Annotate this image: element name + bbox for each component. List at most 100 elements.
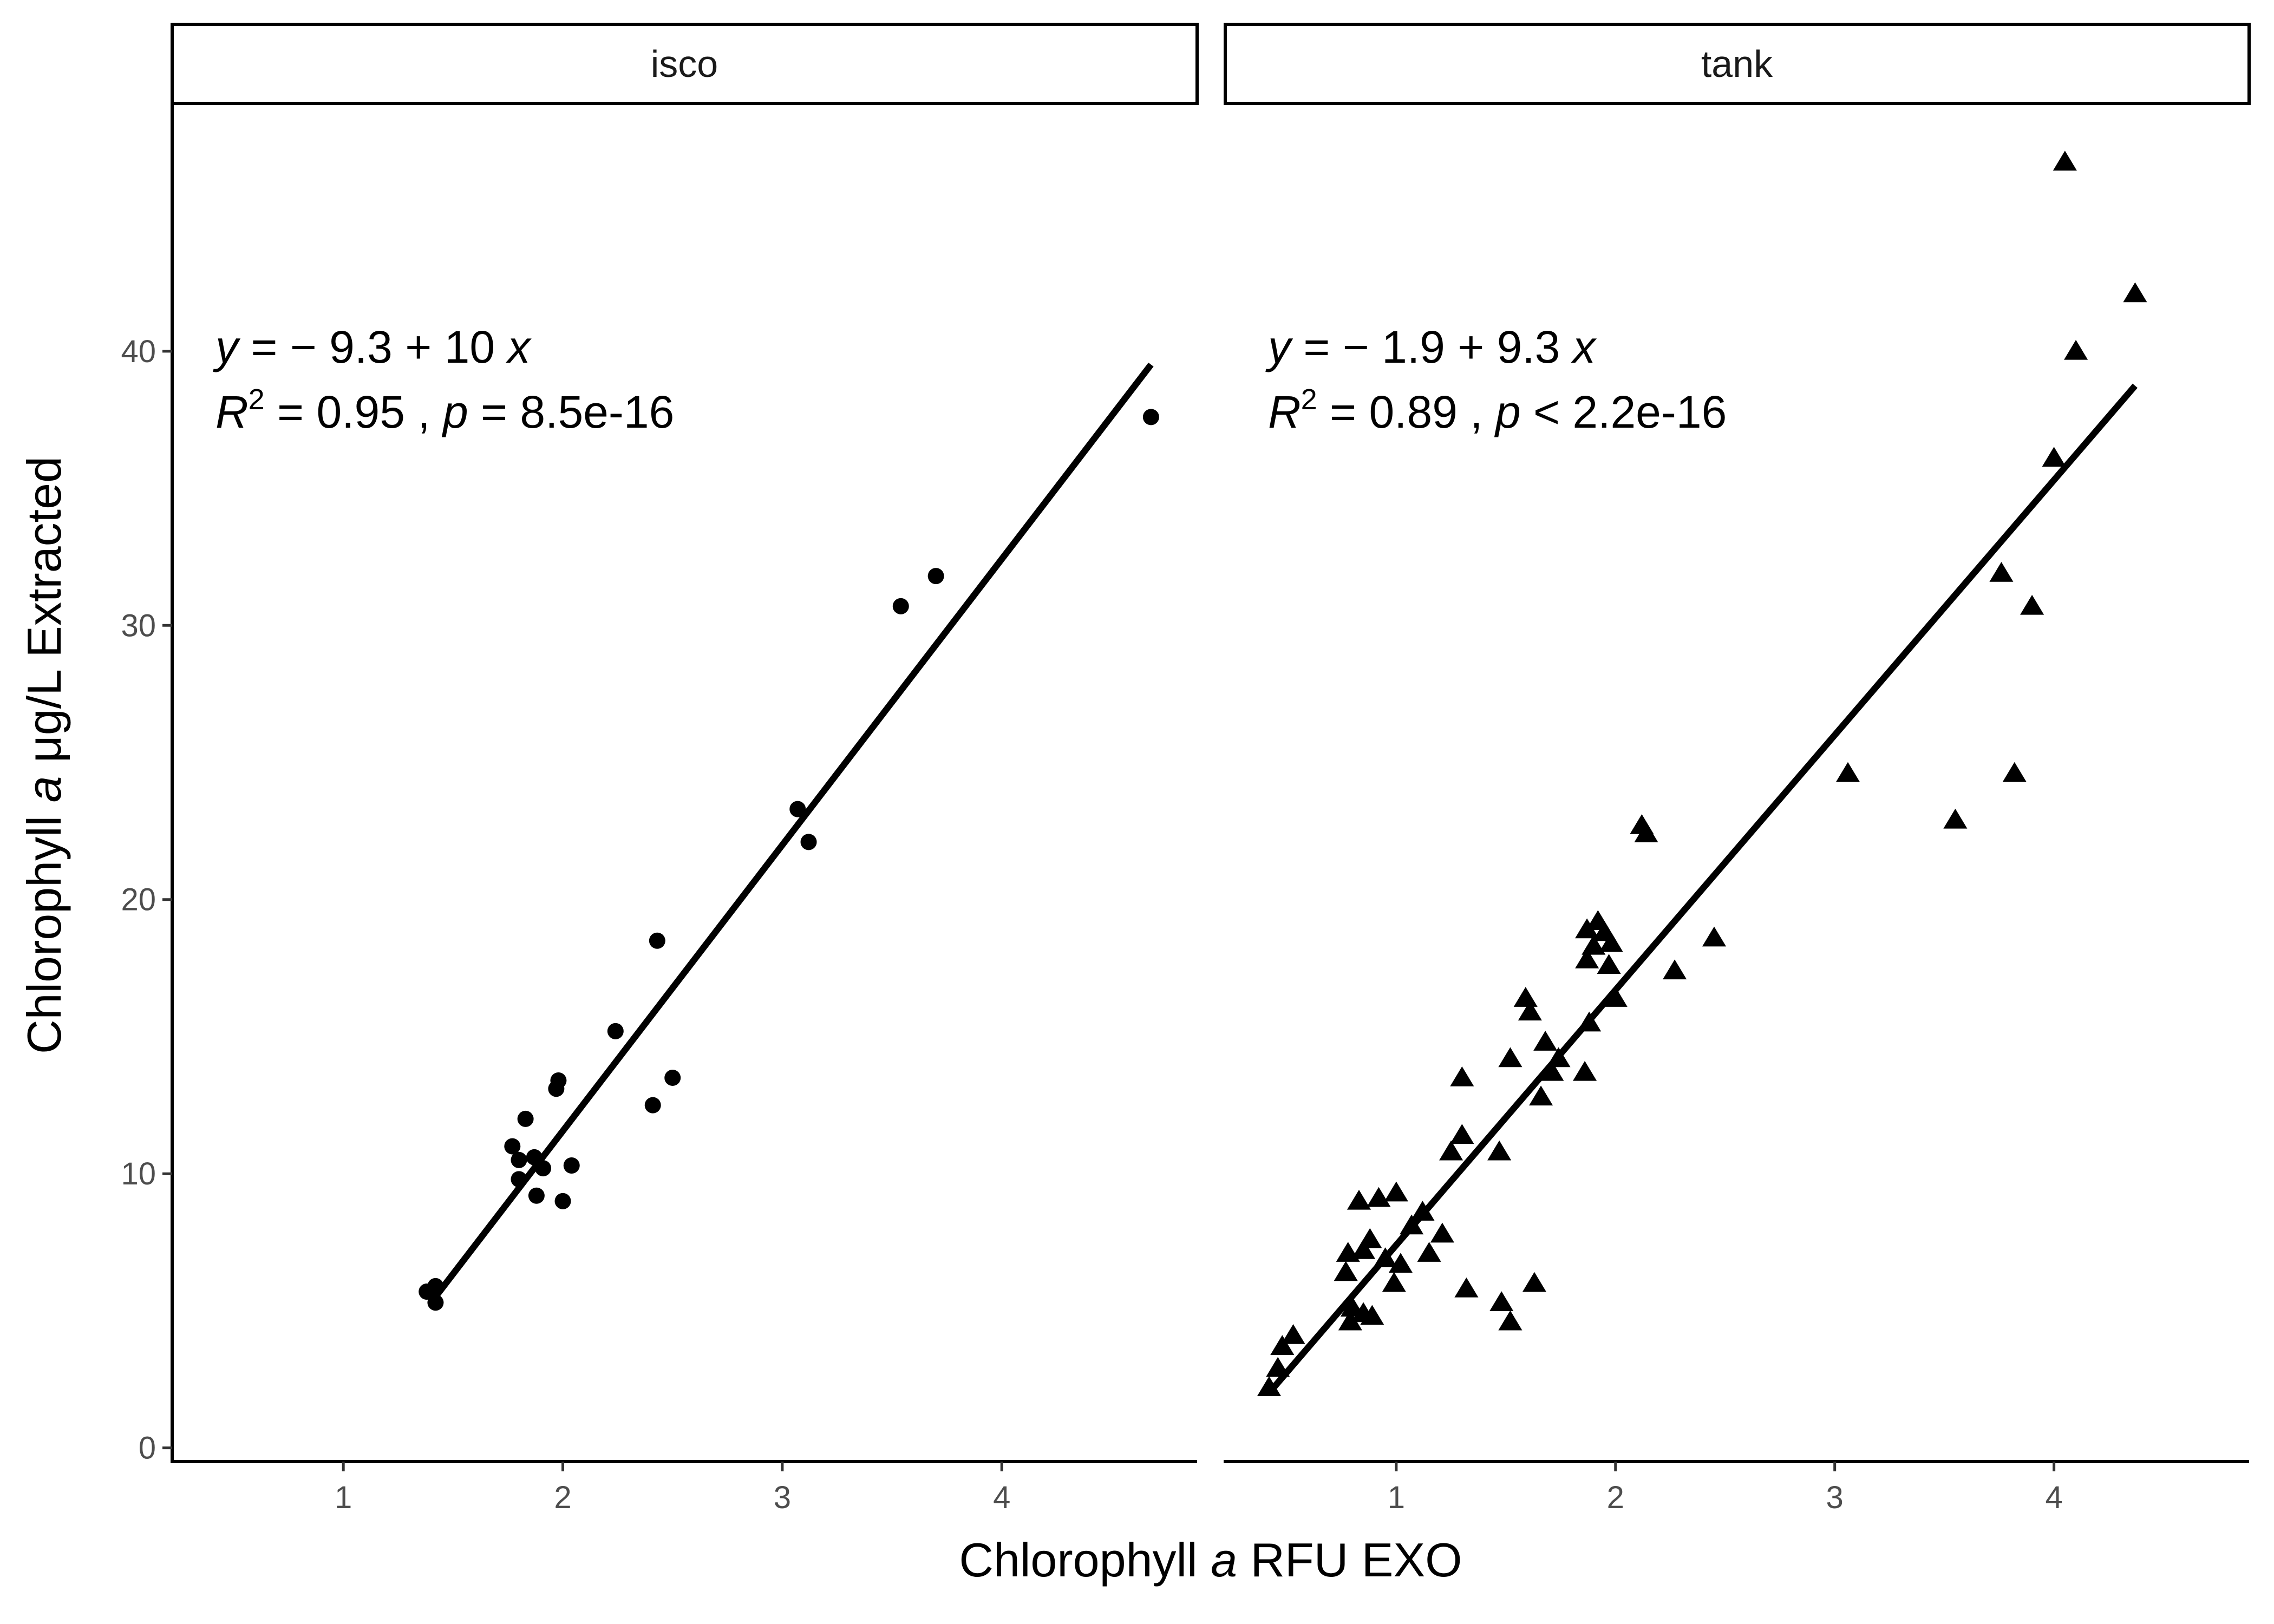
data-point: [528, 1187, 545, 1204]
data-point: [644, 1097, 661, 1114]
strip-box: [1224, 23, 2251, 105]
regression-stats: R2 = 0.89 , p < 2.2e-16: [1268, 383, 1727, 437]
data-point: [550, 1072, 567, 1089]
data-point: [1582, 934, 1606, 955]
y-tick-label: 10: [121, 1156, 156, 1191]
data-points: [419, 409, 1159, 1311]
data-point: [1360, 1305, 1384, 1325]
data-point: [1597, 954, 1621, 974]
data-point: [1575, 918, 1599, 939]
data-point: [535, 1160, 552, 1177]
data-point: [2053, 150, 2077, 171]
data-point: [1702, 926, 1727, 947]
data-point: [1257, 1376, 1282, 1397]
data-point: [607, 1023, 624, 1039]
data-point: [1518, 1000, 1542, 1021]
data-point: [1388, 1253, 1413, 1273]
data-point: [1513, 987, 1538, 1007]
data-point: [1400, 1214, 1424, 1235]
data-point: [2042, 447, 2066, 467]
x-tick-label: 2: [1607, 1480, 1624, 1515]
data-point: [1266, 1357, 1290, 1377]
data-point: [1410, 1201, 1435, 1221]
strip-box: [171, 23, 1199, 105]
x-tick-label: 4: [2045, 1480, 2062, 1515]
x-tick-label: 2: [554, 1480, 571, 1515]
data-point: [1351, 1239, 1376, 1259]
data-point: [1450, 1124, 1474, 1144]
strip-label: isco: [651, 43, 718, 85]
data-point: [1603, 987, 1628, 1007]
regression-stats: R2 = 0.95 , p = 8.5e-16: [215, 383, 674, 437]
data-point: [1663, 959, 1687, 980]
data-point: [1373, 1247, 1397, 1267]
strip-tank: tank: [1224, 23, 2251, 105]
x-tick-label: 4: [993, 1480, 1010, 1515]
y-tick-label: 0: [139, 1431, 156, 1466]
y-tick-label: 30: [121, 608, 156, 643]
data-point: [1522, 1272, 1546, 1292]
data-point: [511, 1171, 527, 1188]
data-point: [427, 1278, 444, 1294]
panel-axes: 1 2 3 4: [171, 1460, 1197, 1515]
regression-equation: y = − 9.3 + 10 x: [213, 322, 532, 372]
data-point: [554, 1193, 571, 1209]
data-point: [1575, 948, 1599, 968]
data-point: [563, 1157, 580, 1174]
data-point: [1270, 1335, 1295, 1355]
panel-tank: tank 1 2 3 4 y = − 1.9 + 9.3 x R2 = 0.89 , …: [1224, 23, 2251, 1515]
data-point: [892, 598, 909, 614]
x-tick-label: 1: [335, 1480, 352, 1515]
data-point: [1347, 1189, 1371, 1210]
x-tick-label: 3: [774, 1480, 791, 1515]
data-point: [1450, 1066, 1474, 1086]
data-point: [1454, 1277, 1479, 1298]
data-point: [1943, 808, 1968, 829]
data-point: [1540, 1060, 1564, 1081]
data-point: [2064, 339, 2088, 360]
data-point: [1546, 1047, 1571, 1068]
data-point: [1498, 1047, 1522, 1068]
data-point: [2020, 594, 2044, 615]
data-point: [1498, 1310, 1522, 1331]
fit-line: [433, 362, 1154, 1299]
regression-equation: y = − 1.9 + 9.3 x: [1265, 322, 1597, 372]
data-point: [1358, 1228, 1382, 1248]
data-point: [1989, 562, 2014, 582]
data-point: [664, 1069, 681, 1086]
data-point: [1489, 1291, 1514, 1312]
data-point: [1529, 1085, 1553, 1106]
data-point: [649, 932, 665, 949]
data-point: [1835, 762, 1860, 782]
data-point: [427, 1294, 444, 1311]
data-point: [1334, 1261, 1358, 1281]
data-point: [1577, 1011, 1602, 1032]
strip-isco: isco: [171, 23, 1199, 105]
y-axis: 0 10 20 30 40: [121, 104, 174, 1466]
fit-line: [1266, 383, 2138, 1395]
data-points: [1257, 150, 2147, 1397]
data-point: [1281, 1324, 1305, 1344]
x-tick-label: 1: [1388, 1480, 1405, 1515]
data-point: [1142, 409, 1159, 425]
data-point: [1573, 1060, 1597, 1081]
x-axis-title: Chlorophyll a RFU EXO: [959, 1533, 1462, 1587]
data-point: [1417, 1242, 1441, 1262]
y-tick-label: 20: [121, 882, 156, 918]
data-point: [1430, 1222, 1454, 1243]
strip-label: tank: [1701, 43, 1773, 85]
data-point: [517, 1110, 534, 1127]
y-axis-title: Chlorophyll a μg/L Extracted: [17, 456, 71, 1054]
data-point: [800, 834, 817, 850]
data-point: [1599, 932, 1623, 952]
data-point: [1533, 1031, 1558, 1051]
data-point: [1487, 1140, 1512, 1161]
data-point: [927, 568, 944, 585]
panel-axes: 1 2 3 4: [1224, 1460, 2249, 1515]
data-point: [504, 1138, 521, 1155]
data-point: [1367, 1187, 1391, 1207]
data-point: [526, 1149, 543, 1165]
data-point: [1382, 1272, 1406, 1292]
data-point: [2123, 282, 2147, 303]
